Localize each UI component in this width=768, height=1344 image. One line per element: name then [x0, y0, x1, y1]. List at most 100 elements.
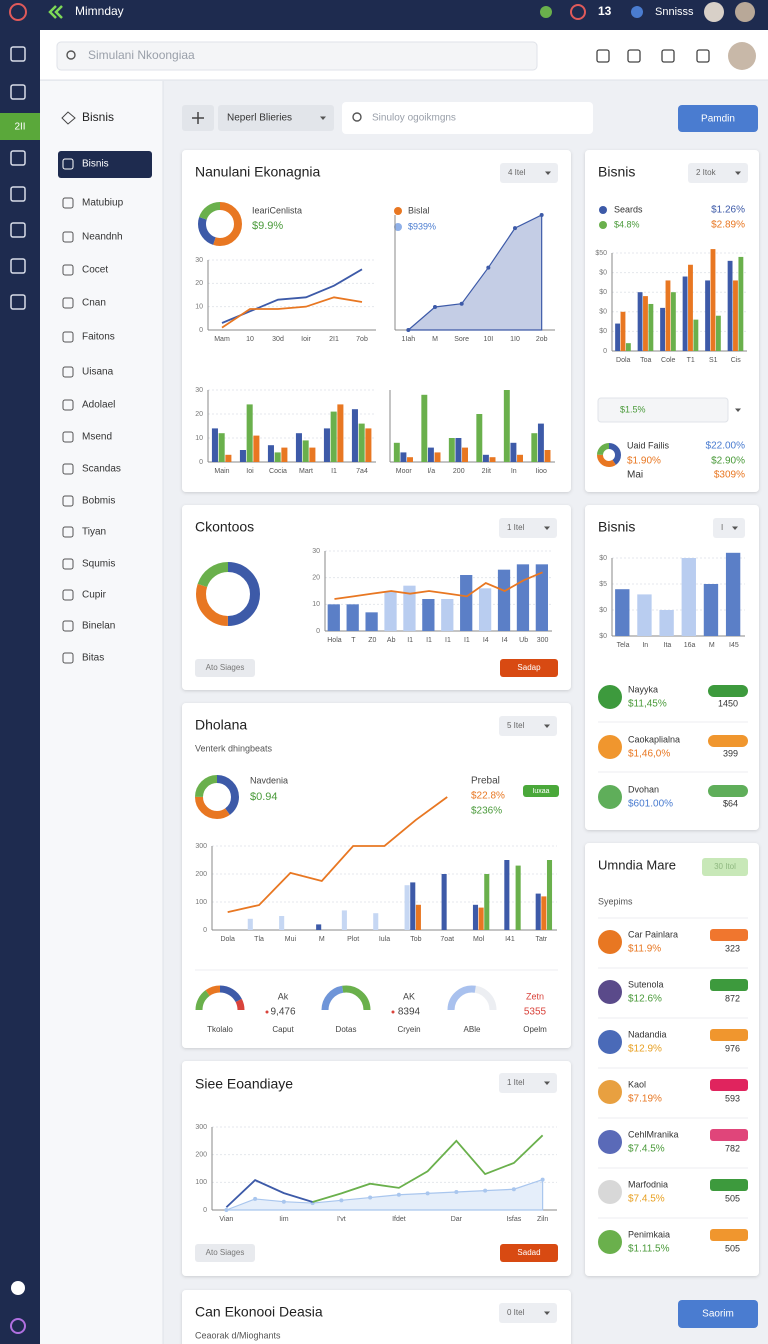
menu-button[interactable] [499, 716, 557, 736]
line [312, 1134, 544, 1203]
gauge-segment [219, 985, 242, 1003]
header-icon[interactable] [696, 49, 710, 63]
item-name: Nayyka [628, 684, 658, 694]
y-tick-label: 20 [195, 280, 203, 287]
menu-button[interactable] [499, 518, 557, 538]
nav-icon [62, 558, 74, 570]
x-tick-label: Moor [396, 468, 413, 475]
y-tick-label: $0 [599, 289, 607, 296]
nav-item-active[interactable] [58, 151, 152, 178]
card [182, 703, 571, 1048]
bar [441, 599, 454, 631]
menu-button[interactable] [688, 163, 748, 183]
rail-icon[interactable] [10, 186, 26, 202]
avatar [735, 2, 755, 22]
secondary-button[interactable] [195, 1244, 255, 1262]
header-avatar [728, 42, 756, 70]
x-tick-label: Dar [451, 1216, 463, 1223]
card-title: Ckontoos [195, 519, 254, 535]
rail-icon[interactable] [10, 222, 26, 238]
bar [441, 874, 447, 930]
avatar [598, 1030, 622, 1054]
bar [365, 428, 372, 462]
header-icon[interactable] [661, 49, 675, 63]
legend-label: Navdenia [250, 775, 288, 785]
line [334, 571, 543, 600]
x-tick-label: 10I [483, 336, 493, 343]
footer-left: Mai [627, 470, 643, 481]
bar [327, 604, 340, 631]
y-tick-label: 300 [195, 1124, 207, 1131]
bar [544, 450, 551, 462]
secondary-button[interactable] [195, 659, 255, 677]
menu-button[interactable] [499, 1073, 557, 1093]
status-pill [710, 1029, 748, 1041]
nav-icon [62, 158, 74, 170]
bar [246, 404, 253, 462]
rail-icon[interactable] [10, 258, 26, 274]
footer-value: $22.00% [706, 441, 746, 452]
y-tick-label: $0 [599, 309, 607, 316]
bar [247, 918, 253, 930]
legend-value: $9.9% [252, 220, 283, 232]
search-input[interactable] [56, 41, 538, 71]
primary-button[interactable] [678, 105, 758, 132]
menu-button[interactable] [702, 858, 748, 876]
card-title: Nanulani Ekonagnia [195, 164, 321, 180]
x-tick-label: Cole [661, 357, 676, 364]
x-tick-label: Mui [285, 936, 297, 943]
rail-icon[interactable] [10, 294, 26, 310]
gauge-label: Cryein [397, 1025, 420, 1034]
toolbar-search[interactable] [342, 102, 593, 134]
header-icon[interactable] [596, 49, 610, 63]
nav-icon [62, 197, 74, 209]
bar [218, 433, 225, 462]
user-name: Snnisss [655, 6, 694, 18]
x-tick-label: 200 [453, 468, 465, 475]
bar [302, 440, 309, 462]
rail-badge [0, 113, 40, 140]
caret [544, 1081, 550, 1085]
avatar [598, 1230, 622, 1254]
item-value: 593 [725, 1093, 740, 1103]
x-tick-label: Ita [664, 642, 672, 649]
x-tick-label: Tela [617, 642, 630, 649]
x-tick-label: S1 [709, 357, 718, 364]
bar [476, 414, 483, 462]
card-title: Siee Eoandiaye [195, 1076, 293, 1092]
rail-icon[interactable] [10, 150, 26, 166]
rail-icon[interactable] [10, 46, 26, 62]
gauge-label: ABle [464, 1025, 481, 1034]
action-button[interactable] [500, 1244, 558, 1262]
menu-button[interactable] [500, 163, 558, 183]
header-icon[interactable] [627, 49, 641, 63]
x-tick-label: Iim [279, 1216, 289, 1223]
menu-button[interactable] [499, 1303, 557, 1323]
item-value: 399 [723, 748, 738, 758]
y-tick-label: 20 [195, 411, 203, 418]
menu-label: I [721, 523, 723, 532]
menu-button[interactable] [713, 518, 745, 538]
line [227, 796, 448, 913]
nav-label: Bisnis [82, 159, 109, 170]
menu-label: 2 Itok [696, 168, 717, 177]
legend-label: Seards [614, 204, 643, 214]
action-button[interactable] [500, 659, 558, 677]
bar [510, 442, 517, 462]
bar [462, 447, 468, 462]
x-tick-label: Sore [454, 336, 469, 343]
x-tick-label: 7a4 [356, 468, 368, 475]
rail-icon[interactable] [10, 84, 26, 100]
bar [637, 292, 643, 351]
legend-label: $4.8% [614, 219, 640, 229]
bar [725, 552, 741, 636]
point [540, 1177, 545, 1182]
button-label: Ato Siages [206, 1248, 245, 1257]
donut-segment [195, 775, 239, 819]
footer-name: Uaid Failis [627, 440, 670, 450]
filter-dropdown[interactable] [218, 105, 334, 131]
nav-item[interactable] [58, 646, 152, 670]
bar [267, 445, 274, 462]
primary-button[interactable] [678, 1300, 758, 1328]
filter-input[interactable] [597, 397, 729, 423]
